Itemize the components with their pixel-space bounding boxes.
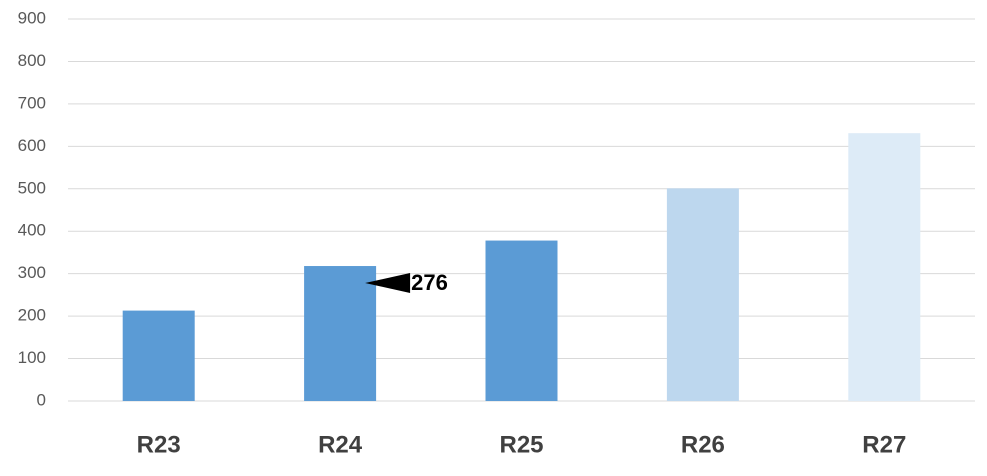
bar	[666, 188, 739, 401]
x-tick-label: R24	[318, 431, 363, 458]
annotation: 276	[411, 270, 448, 295]
y-tick-label: 200	[18, 306, 46, 325]
x-tick-label: R26	[681, 431, 725, 458]
x-tick-label: R25	[499, 431, 543, 458]
bar	[304, 266, 377, 401]
x-tick-label: R23	[137, 431, 181, 458]
y-tick-label: 900	[18, 8, 46, 27]
annotation-arrow	[365, 273, 411, 294]
y-tick-label: 100	[18, 348, 46, 367]
y-tick-label: 400	[18, 221, 46, 240]
y-tick-label: 300	[18, 263, 46, 282]
y-tick-label: 800	[18, 51, 46, 70]
y-tick-label: 600	[18, 136, 46, 155]
y-tick-label: 0	[37, 390, 46, 409]
y-tick-label: 700	[18, 93, 46, 112]
bar	[848, 133, 921, 402]
y-tick-label: 500	[18, 178, 46, 197]
bar	[485, 240, 558, 401]
bar	[122, 310, 195, 401]
x-tick-label: R27	[862, 431, 906, 458]
